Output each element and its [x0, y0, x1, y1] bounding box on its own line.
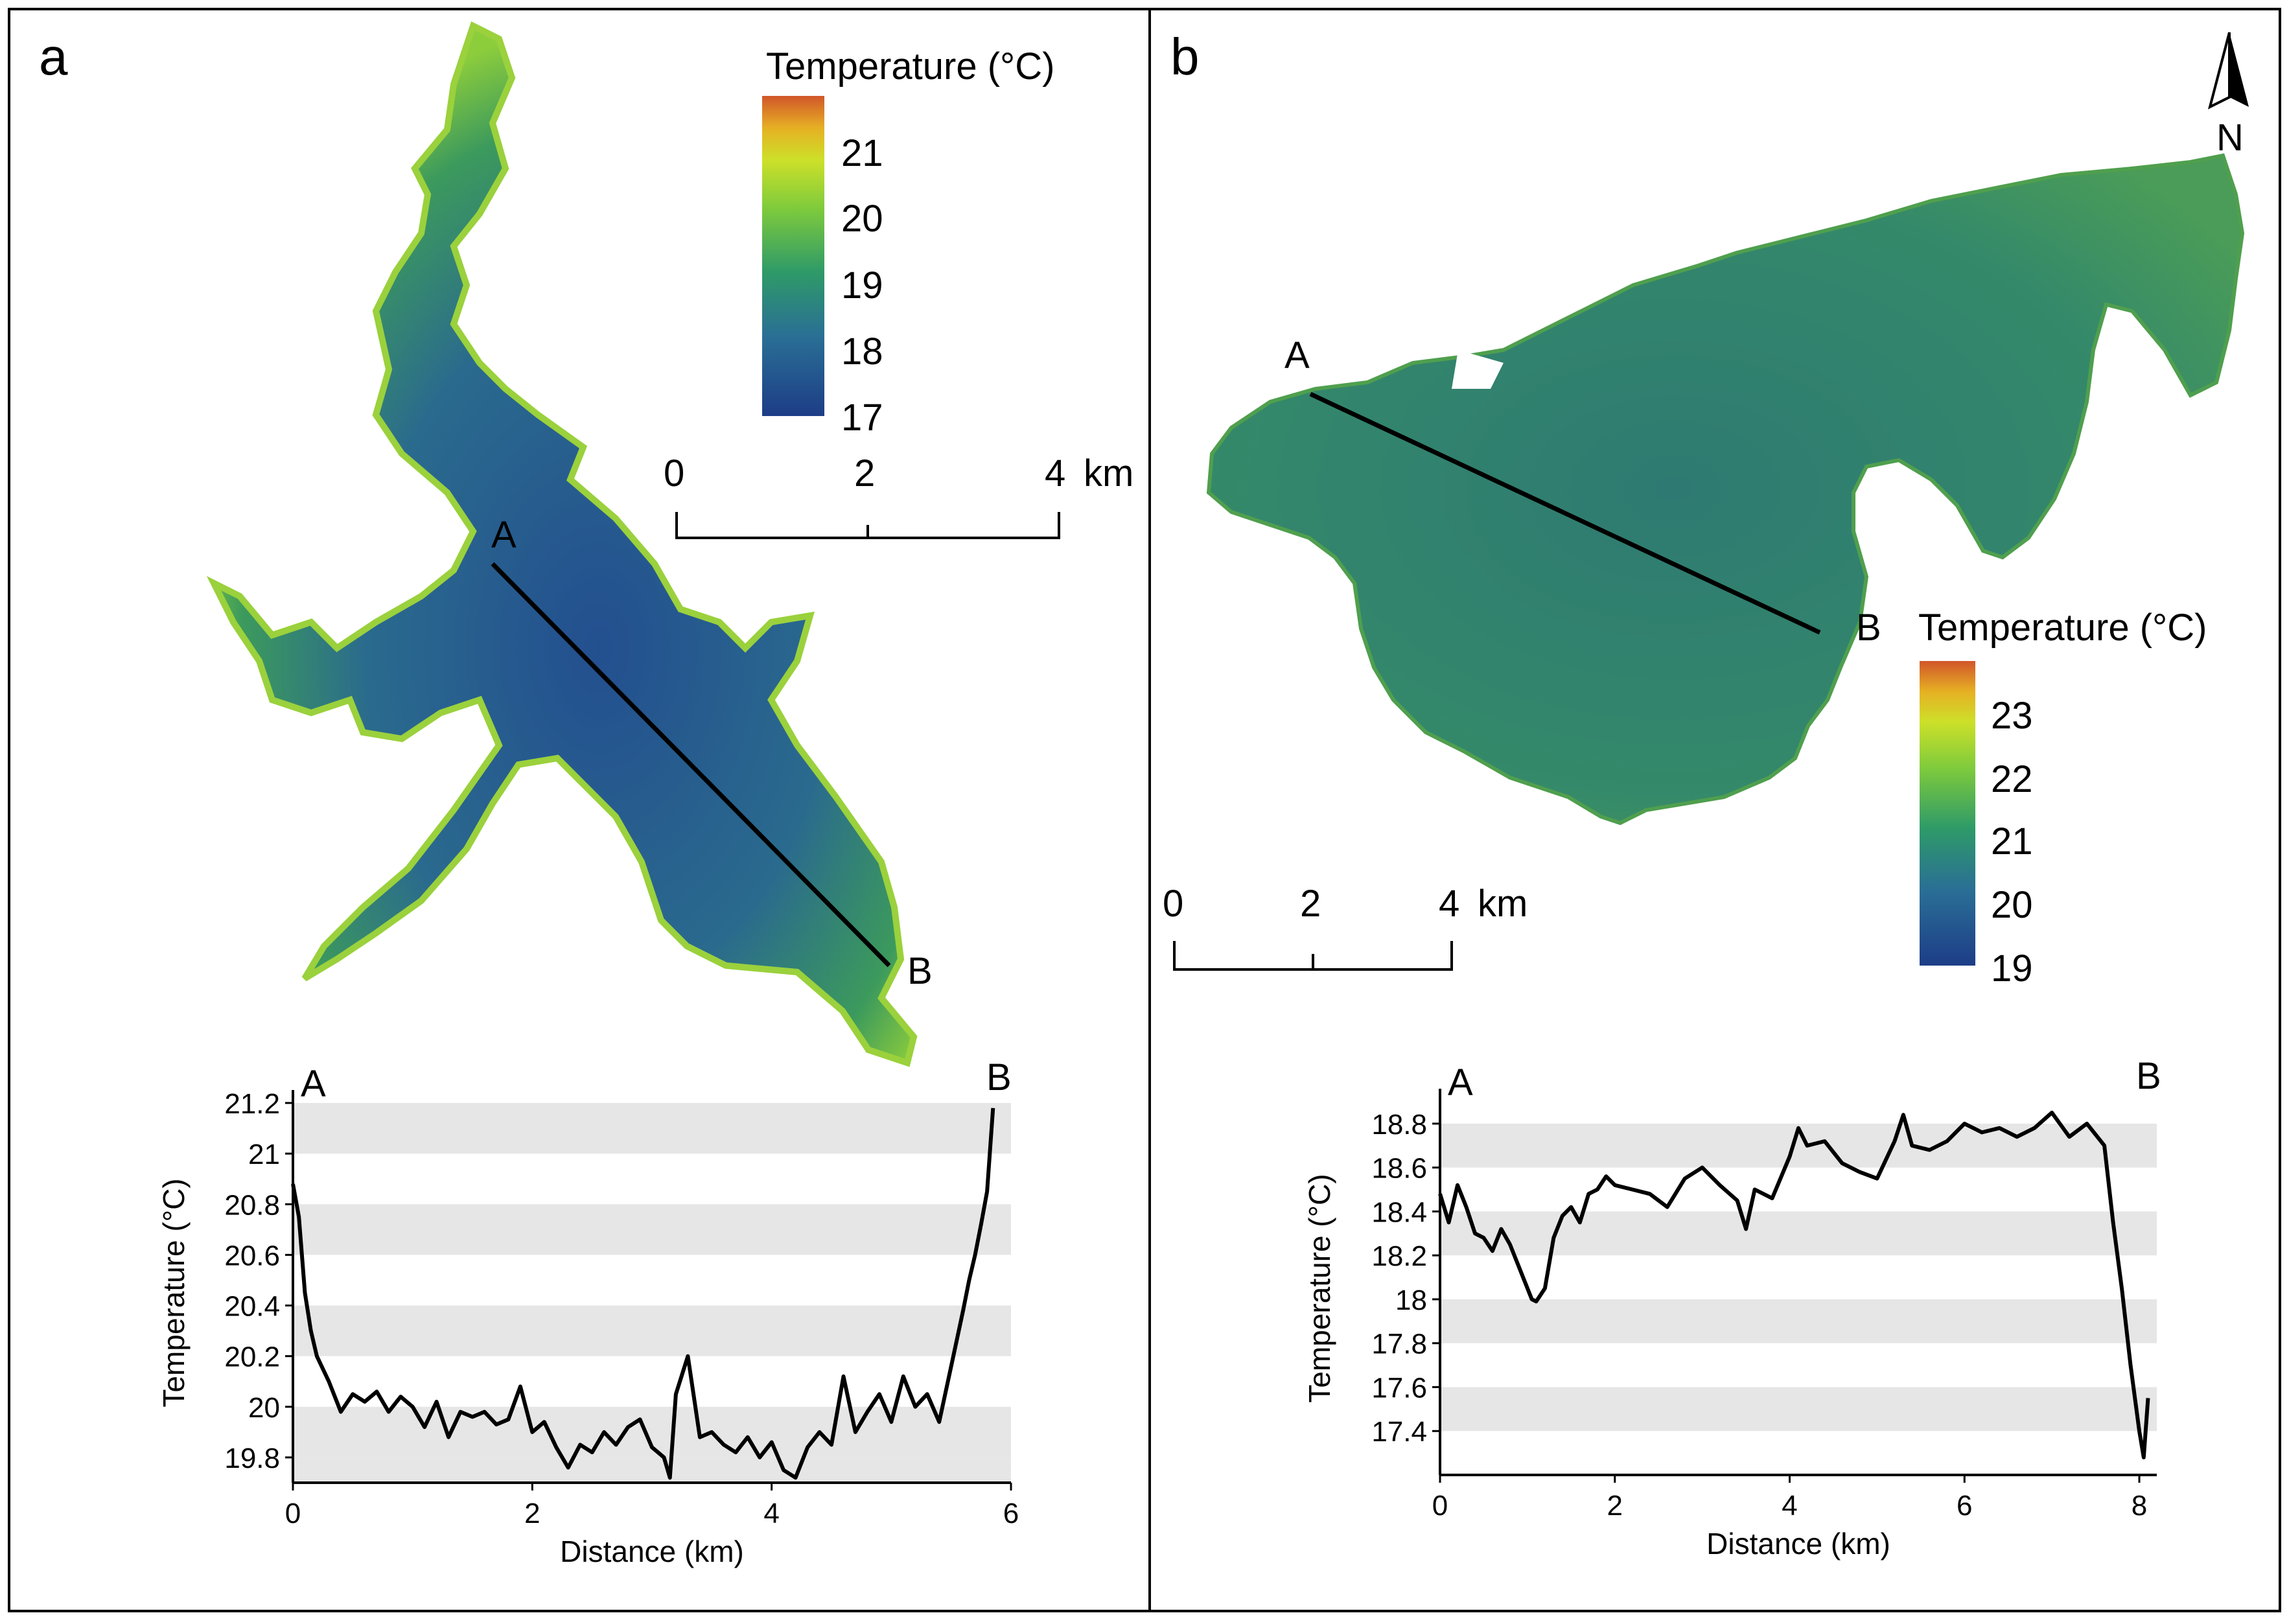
colorbar-b-tick: 22 — [1991, 758, 2033, 800]
y-tick-label: 18.6 — [1371, 1153, 1427, 1185]
grid-band — [1440, 1299, 2157, 1343]
chart-a-ylabel: Temperature (°C) — [157, 1178, 191, 1407]
grid-band — [1440, 1211, 2157, 1256]
y-tick-label: 21 — [248, 1139, 280, 1170]
panel-b-frame — [1148, 8, 2281, 1612]
transect-a-end-label: B — [907, 950, 933, 992]
y-tick-label: 20.6 — [224, 1240, 280, 1271]
chart-a-xlabel: Distance (km) — [560, 1535, 744, 1568]
chart-b-xticks: 0 2 4 6 8 — [1432, 1475, 2147, 1522]
scalebar-b-label: 4 — [1439, 883, 1459, 925]
transect-b — [1309, 391, 1821, 635]
chart-a-series-line — [291, 1108, 995, 1480]
colorbar-b-tick: 20 — [1991, 884, 2033, 926]
chart-b: 17.4 17.6 17.8 18 18.2 18.4 18.6 18.8 0 2 4 6 8 Dis… — [1303, 1055, 2161, 1560]
chart-a-axes — [292, 1090, 1011, 1484]
grid-band — [293, 1204, 1011, 1255]
colorbar-a-tick: 20 — [841, 198, 883, 240]
y-tick-label: 18.2 — [1371, 1240, 1427, 1272]
lake-a-map — [206, 21, 918, 1067]
y-tick-label: 17.8 — [1371, 1328, 1427, 1360]
colorbar-b-ticks: 23 22 21 20 19 — [1991, 695, 2033, 990]
chart-b-xlabel: Distance (km) — [1706, 1527, 1890, 1560]
transect-a-start-label: A — [491, 514, 517, 556]
colorbar-a — [762, 96, 824, 416]
grid-band — [293, 1103, 1011, 1154]
colorbar-b — [1920, 661, 1975, 966]
y-tick-label: 20 — [248, 1392, 280, 1424]
chart-b-axes — [1439, 1089, 2157, 1476]
chart-b-bands — [1440, 1123, 2157, 1432]
panel-a-letter: a — [39, 28, 68, 86]
lake-b-map — [1206, 153, 2245, 826]
y-tick-label: 20.2 — [224, 1341, 280, 1373]
colorbar-a-tick: 19 — [841, 264, 883, 307]
chart-b-end-label-b: B — [2136, 1055, 2161, 1097]
grid-band — [1440, 1387, 2157, 1432]
chart-a-end-label-b: B — [986, 1056, 1012, 1098]
chart-a-yticks: 19.8 20 20.2 20.4 20.6 20.8 21 21.2 — [224, 1088, 293, 1474]
grid-band — [293, 1305, 1011, 1356]
colorbar-a-tick: 18 — [841, 331, 883, 373]
scalebar-a: 0 2 4 km — [664, 452, 1133, 539]
y-tick-label: 18 — [1395, 1284, 1427, 1316]
chart-b-yticks: 17.4 17.6 17.8 18 18.2 18.4 18.6 18.8 — [1371, 1109, 1440, 1448]
colorbar-b-tick: 19 — [1991, 947, 2033, 990]
transect-b-start-label: A — [1284, 334, 1310, 377]
chart-b-ylabel: Temperature (°C) — [1303, 1174, 1336, 1402]
y-tick-label: 21.2 — [224, 1088, 280, 1120]
colorbar-b-tick: 23 — [1991, 695, 2033, 737]
chart-b-series-line — [1438, 1110, 2150, 1459]
y-tick-label: 17.6 — [1371, 1372, 1427, 1404]
colorbar-a-ticks: 21 20 19 18 17 — [841, 132, 883, 439]
scalebar-a-label: 0 — [664, 452, 684, 494]
colorbar-b-title: Temperature (°C) — [1918, 607, 2207, 649]
colorbar-b-tick: 21 — [1991, 820, 2033, 863]
scalebar-b-label: 2 — [1300, 883, 1321, 925]
scalebar-a-label: 4 — [1045, 452, 1065, 494]
scalebar-a-label: 2 — [854, 452, 875, 494]
colorbar-a-tick: 21 — [841, 132, 883, 174]
chart-b-end-label-a: A — [1448, 1061, 1473, 1104]
y-tick-label: 17.4 — [1371, 1416, 1427, 1448]
chart-a-xticks: 0 2 4 6 — [285, 1483, 1019, 1529]
y-tick-label: 19.8 — [224, 1443, 280, 1474]
x-tick-label: 4 — [1782, 1490, 1797, 1522]
colorbar-a-title: Temperature (°C) — [766, 45, 1054, 87]
x-tick-label: 2 — [524, 1498, 540, 1529]
chart-a: 19.8 20 20.2 20.4 20.6 20.8 21 21.2 0 2 4 6 Distan… — [157, 1056, 1019, 1568]
north-arrow-label: N — [2216, 117, 2244, 159]
x-tick-label: 0 — [1432, 1490, 1448, 1522]
x-tick-label: 6 — [1003, 1498, 1019, 1529]
scalebar-b-label: 0 — [1163, 883, 1183, 925]
grid-band — [293, 1457, 1011, 1483]
chart-a-bands — [293, 1103, 1011, 1483]
chart-a-end-label-a: A — [301, 1063, 326, 1105]
y-tick-label: 20.8 — [224, 1189, 280, 1221]
transect-b-end-label: B — [1856, 607, 1881, 649]
x-tick-label: 6 — [1957, 1490, 1972, 1522]
y-tick-label: 20.4 — [224, 1291, 280, 1323]
north-arrow-icon: N — [2207, 32, 2249, 159]
y-tick-label: 18.4 — [1371, 1196, 1427, 1228]
x-tick-label: 8 — [2132, 1490, 2147, 1522]
panel-b-letter: b — [1170, 28, 1200, 86]
scalebar-b-unit: km — [1478, 883, 1528, 925]
x-tick-label: 4 — [763, 1498, 779, 1529]
x-tick-label: 0 — [285, 1498, 301, 1529]
scalebar-b: 0 2 4 km — [1163, 883, 1528, 971]
x-tick-label: 2 — [1607, 1490, 1623, 1522]
y-tick-label: 18.8 — [1371, 1109, 1427, 1141]
transect-a — [491, 562, 891, 968]
colorbar-a-tick: 17 — [841, 397, 883, 439]
scalebar-a-unit: km — [1084, 452, 1133, 494]
